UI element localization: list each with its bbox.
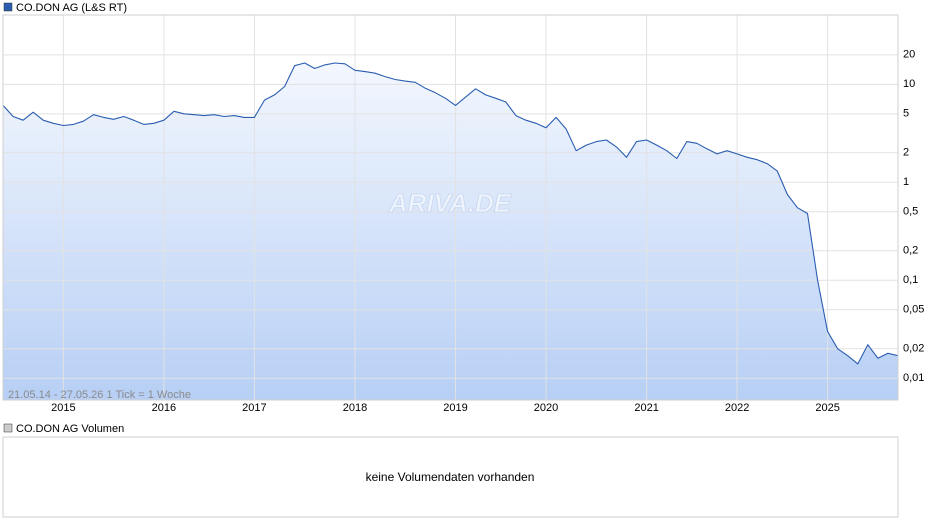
plot-border <box>2 14 899 401</box>
y-tick-label: 10 <box>903 78 915 90</box>
y-tick-label: 0,01 <box>903 372 924 384</box>
y-tick-label: 0,2 <box>903 245 918 257</box>
x-tick-label: 2022 <box>725 402 749 414</box>
volume-message: keine Volumendaten vorhanden <box>366 470 535 484</box>
x-tick-label: 2017 <box>242 402 266 414</box>
x-tick-label: 2021 <box>634 402 658 414</box>
y-tick-label: 0,02 <box>903 343 924 355</box>
x-tick-label: 2020 <box>534 402 558 414</box>
x-tick-label: 2018 <box>343 402 367 414</box>
y-tick-label: 20 <box>903 49 915 61</box>
watermark: ARIVA.DE <box>388 188 512 218</box>
legend-swatch <box>3 423 13 433</box>
price-line <box>2 62 899 365</box>
legend-swatch <box>3 2 13 12</box>
y-tick-label: 0,5 <box>903 206 918 218</box>
x-tick-label: 2016 <box>152 402 176 414</box>
y-tick-label: 1 <box>903 176 909 188</box>
volume-panel <box>2 436 899 518</box>
y-tick-label: 5 <box>903 108 909 120</box>
y-tick-label: 0,1 <box>903 274 918 286</box>
x-tick-label: 2015 <box>51 402 75 414</box>
y-tick-label: 2 <box>903 147 909 159</box>
chart-title: CO.DON AG (L&S RT) <box>16 2 127 14</box>
range-note: 21.05.14 - 27.05.26 1 Tick = 1 Woche <box>8 389 191 401</box>
y-tick-label: 0,05 <box>903 304 924 316</box>
price-area <box>3 63 898 400</box>
x-tick-label: 2019 <box>443 402 467 414</box>
volume-title: CO.DON AG Volumen <box>16 423 124 435</box>
x-tick-label: 2025 <box>815 402 839 414</box>
plot-area <box>2 15 899 400</box>
